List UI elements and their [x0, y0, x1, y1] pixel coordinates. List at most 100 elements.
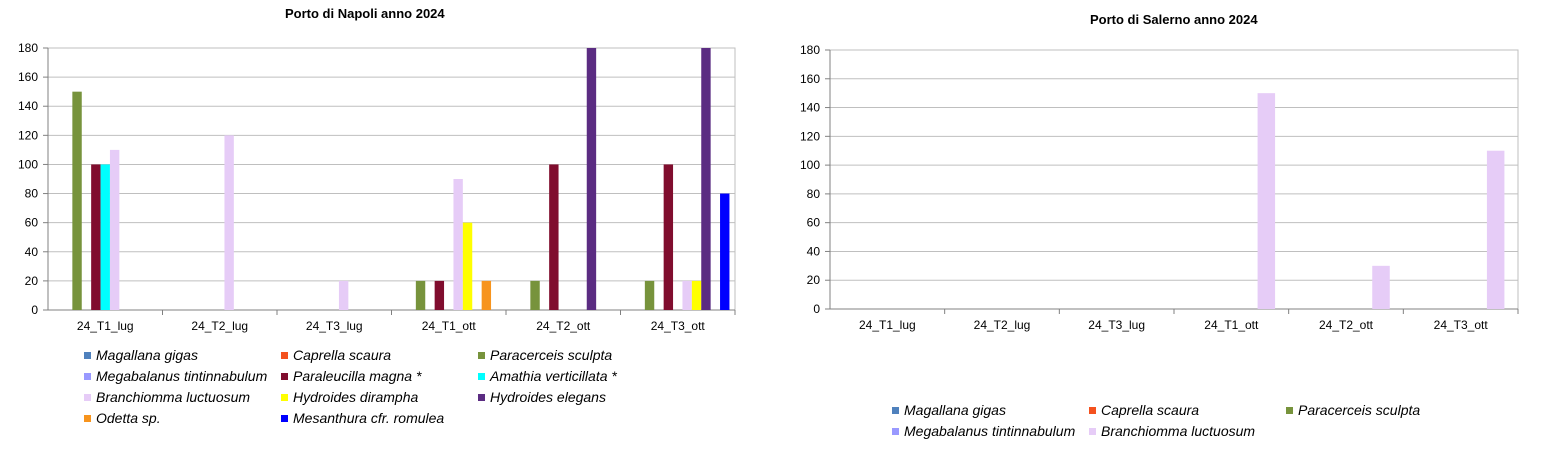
legend-label: Magallana gigas — [96, 347, 198, 363]
y-tick-label: 180 — [18, 41, 38, 55]
bar — [72, 91, 82, 311]
bar — [453, 179, 463, 310]
legend-item: Caprella scaura — [1089, 400, 1199, 420]
chart-salerno: Porto di Salerno anno 2024 0 20 40 60 80 100 1… — [780, 0, 1562, 458]
legend-swatch — [478, 393, 485, 401]
legend-item: Odetta sp. — [84, 408, 161, 428]
legend-swatch — [84, 393, 91, 401]
bar — [1257, 93, 1276, 310]
plot-area: 0 20 40 60 80 100 120 140 160 180 24_T1_lug 24_T2_l… — [800, 43, 1519, 332]
bar — [481, 280, 492, 310]
bar — [1486, 150, 1505, 309]
bar — [701, 48, 711, 310]
legend-swatch — [281, 372, 288, 380]
bar — [663, 164, 674, 310]
x-tick-label: 24_T3_lug — [306, 319, 363, 333]
legend-label: Paraleucilla magna * — [293, 368, 422, 384]
bar — [224, 135, 234, 310]
legend-label: Hydroides elegans — [490, 389, 606, 405]
legend-item: Hydroides elegans — [478, 387, 606, 407]
chart-napoli: Porto di Napoli anno 2024 0 20 40 60 80 100 12… — [0, 0, 760, 458]
x-tick-label: 24_T3_ott — [651, 319, 706, 333]
legend-item: Hydroides dirampha — [281, 387, 418, 407]
x-tick-label: 24_T2_ott — [536, 319, 591, 333]
y-tick-label: 100 — [800, 158, 820, 172]
y-tick-label: 60 — [25, 216, 39, 230]
bar — [434, 280, 445, 310]
x-tick-label: 24_T3_lug — [1088, 318, 1145, 332]
chart-title: Porto di Napoli anno 2024 — [285, 6, 445, 21]
legend-item: Paracerceis sculpta — [1286, 400, 1420, 420]
bar — [338, 280, 349, 310]
legend-swatch — [892, 406, 899, 414]
legend-label: Branchiomma luctuosum — [96, 389, 251, 405]
legend-label: Magallana gigas — [904, 402, 1006, 418]
legend-item: Paraleucilla magna * — [281, 366, 421, 386]
legend-label: Hydroides dirampha — [293, 389, 419, 405]
legend-item: Megabalanus tintinnabulum — [84, 366, 267, 386]
y-tick-label: 80 — [807, 187, 821, 201]
y-tick-label: 0 — [813, 302, 820, 316]
bar — [682, 280, 692, 310]
legend-item: Mesanthura cfr. romulea — [281, 408, 444, 428]
plot-frame — [47, 47, 736, 311]
bar — [691, 280, 702, 310]
y-tick-label: 180 — [800, 43, 820, 57]
legend-item: Caprella scaura — [281, 345, 391, 365]
legend-swatch — [1089, 406, 1096, 414]
legend-label: Caprella scaura — [293, 347, 392, 363]
x-tick-label: 24_T1_ott — [422, 319, 477, 333]
y-tick-label: 20 — [25, 274, 39, 288]
bar — [586, 48, 597, 310]
legend-item: Magallana gigas — [892, 400, 1006, 420]
y-tick-label: 140 — [18, 99, 38, 113]
legend-item: Paracerceis sculpta — [478, 345, 612, 365]
legend-item: Branchiomma luctuosum — [1089, 421, 1255, 441]
legend-swatch — [84, 351, 91, 359]
legend-swatch — [1089, 427, 1096, 435]
legend-swatch — [892, 427, 899, 435]
y-tick-label: 140 — [800, 101, 820, 115]
legend-label: Mesanthura cfr. romulea — [293, 410, 445, 426]
legend-swatch — [281, 351, 288, 359]
legend-label: Megabalanus tintinnabulum — [96, 368, 268, 384]
x-tick-label: 24_T2_lug — [191, 319, 248, 333]
legend-item: Branchiomma luctuosum — [84, 387, 250, 407]
y-tick-label: 20 — [807, 273, 821, 287]
legend-label: Paracerceis sculpta — [490, 347, 613, 363]
legend-item: Megabalanus tintinnabulum — [892, 421, 1075, 441]
bar — [720, 193, 730, 310]
x-tick-label: 24_T2_ott — [1319, 318, 1374, 332]
legend-item: Magallana gigas — [84, 345, 198, 365]
bar — [530, 280, 540, 310]
x-tick-label: 24_T3_ott — [1434, 318, 1489, 332]
legend-swatch — [281, 414, 288, 422]
y-tick-label: 40 — [25, 245, 39, 259]
x-tick-label: 24_T1_ott — [1204, 318, 1259, 332]
plot-frame — [829, 49, 1519, 310]
bar — [100, 164, 110, 310]
bar — [109, 149, 120, 310]
legend-label: Amathia verticillata * — [490, 368, 617, 384]
legend-swatch — [1286, 406, 1293, 414]
legend-swatch — [84, 414, 91, 422]
legend-swatch — [478, 351, 485, 359]
y-tick-label: 0 — [31, 303, 38, 317]
y-tick-label: 60 — [807, 216, 821, 230]
legend-swatch — [478, 372, 485, 380]
bar — [415, 280, 426, 310]
y-tick-label: 100 — [18, 157, 38, 171]
legend-label: Caprella scaura — [1101, 402, 1200, 418]
bar — [644, 280, 655, 310]
x-tick-label: 24_T2_lug — [974, 318, 1031, 332]
legend-label: Branchiomma luctuosum — [1101, 423, 1256, 439]
bar — [462, 222, 473, 310]
y-tick-label: 120 — [800, 129, 820, 143]
y-tick-label: 160 — [18, 70, 38, 84]
legend-item: Amathia verticillata * — [478, 366, 617, 386]
y-tick-label: 120 — [18, 128, 38, 142]
chart-title: Porto di Salerno anno 2024 — [1090, 12, 1258, 27]
bar — [1372, 265, 1390, 309]
plot-area: 0 20 40 60 80 100 120 140 160 180 24_T1_lug 24_T2_l… — [18, 41, 736, 333]
y-tick-label: 40 — [807, 244, 821, 258]
